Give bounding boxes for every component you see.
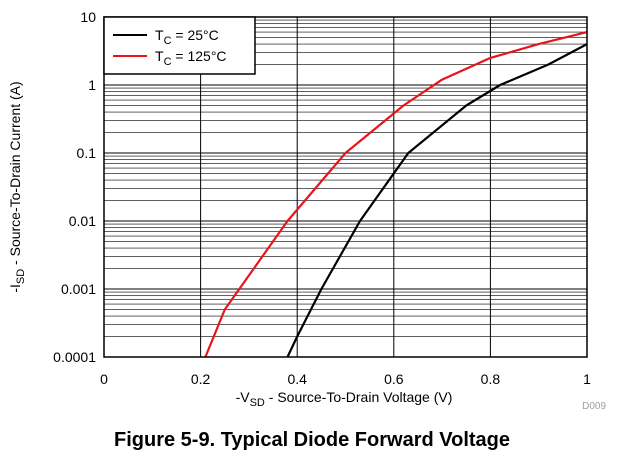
y-tick-label: 0.001 xyxy=(61,281,96,297)
figure-id: D009 xyxy=(582,401,606,412)
y-axis-title: -ISD - Source-To-Drain Current (A) xyxy=(7,81,27,292)
figure-caption: Figure 5-9. Typical Diode Forward Voltag… xyxy=(114,429,510,451)
series-line-125c xyxy=(204,31,588,358)
y-tick-label: 0.1 xyxy=(77,145,97,161)
x-tick-label: 0.6 xyxy=(384,371,404,387)
x-tick-label: 0 xyxy=(100,371,108,387)
series-lines xyxy=(204,31,588,358)
x-tick-label: 0.8 xyxy=(481,371,501,387)
legend-box xyxy=(103,16,256,75)
legend-label-125c: TC = 125°C xyxy=(155,48,227,68)
x-tick-label: 1 xyxy=(583,371,591,387)
x-axis-title: -VSD - Source-To-Drain Voltage (V) xyxy=(236,389,453,409)
legend-label-25c: TC = 25°C xyxy=(155,27,219,47)
series-line-25c xyxy=(286,43,588,358)
legend: TC = 25°C TC = 125°C xyxy=(103,16,256,75)
y-tick-label: 10 xyxy=(80,9,96,25)
y-tick-label: 0.01 xyxy=(69,213,96,229)
y-tick-labels: 0.0001 0.001 0.01 0.1 1 10 xyxy=(53,9,96,365)
grid xyxy=(103,17,588,358)
y-tick-label: 1 xyxy=(88,77,96,93)
x-tick-label: 0.2 xyxy=(191,371,211,387)
x-tick-labels: 0 0.2 0.4 0.6 0.8 1 xyxy=(100,371,591,387)
x-tick-label: 0.4 xyxy=(287,371,307,387)
plot-border xyxy=(103,16,588,358)
y-tick-label: 0.0001 xyxy=(53,349,96,365)
